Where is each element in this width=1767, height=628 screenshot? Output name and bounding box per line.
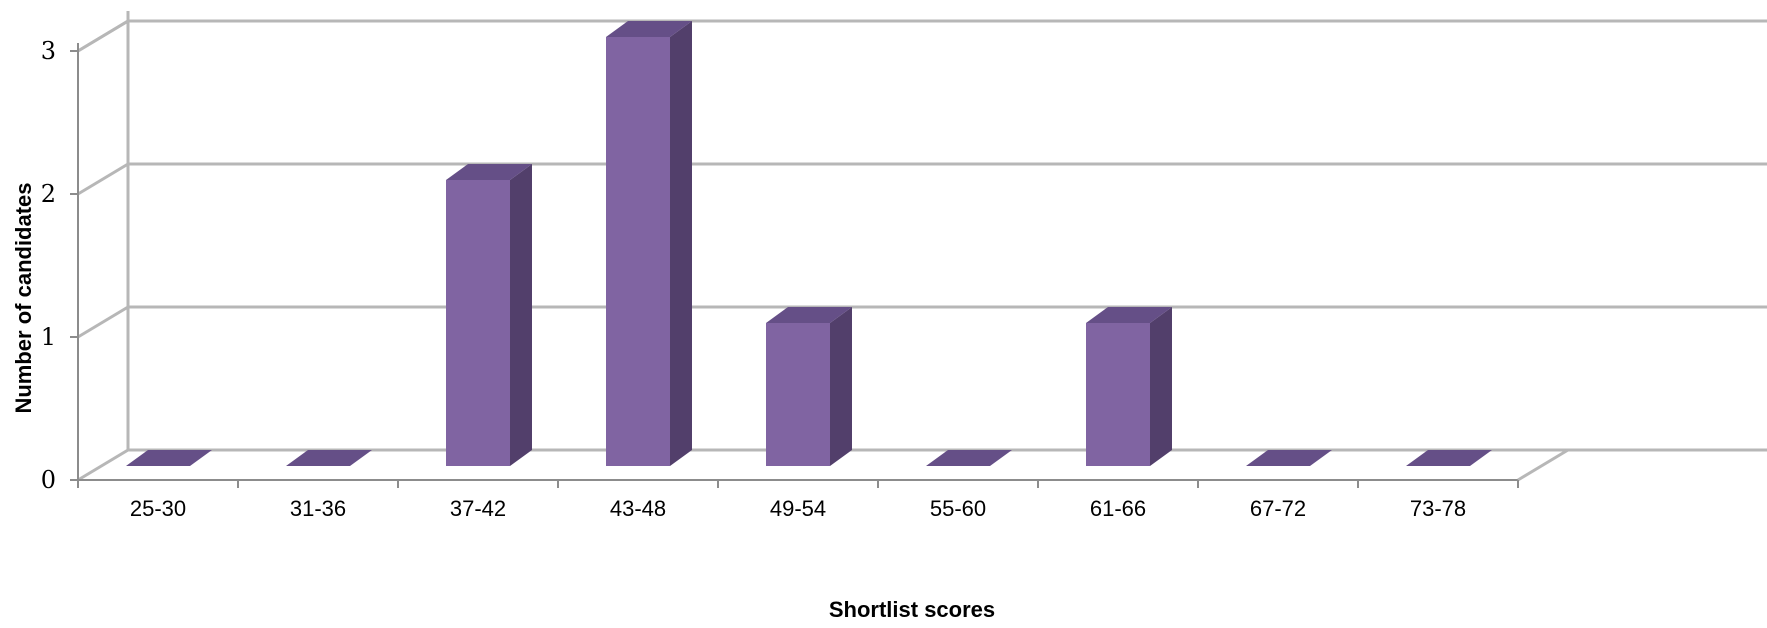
bar-top xyxy=(606,21,692,37)
bar-zero-cap xyxy=(126,450,212,466)
y-tick-labels: 0 1 2 3 xyxy=(41,37,56,494)
wall-top-diagonal xyxy=(77,19,129,53)
x-tick-labels: 25-30 31-36 37-42 43-48 49-54 55-60 61-66 67-72… xyxy=(130,496,1466,521)
gridline-diagonal xyxy=(77,448,129,482)
x-axis-title: Shortlist scores xyxy=(829,597,995,622)
gridline-diagonal xyxy=(77,305,129,339)
bars xyxy=(126,21,1492,466)
y-tick-label: 3 xyxy=(41,37,56,65)
y-tick-label: 0 xyxy=(41,466,56,494)
bar-zero-cap xyxy=(1246,450,1332,466)
x-tick-label: 37-42 xyxy=(450,496,506,521)
gridlines xyxy=(77,11,1767,482)
x-tick-label: 25-30 xyxy=(130,496,186,521)
x-tick-label: 49-54 xyxy=(770,496,826,521)
bar-top xyxy=(1086,307,1172,323)
bar-25-30 xyxy=(126,450,212,466)
gridline-diagonal xyxy=(77,162,129,196)
floor-right-edge xyxy=(1517,448,1569,482)
bar-side xyxy=(830,307,852,466)
x-tick-label: 67-72 xyxy=(1250,496,1306,521)
x-tick-label: 73-78 xyxy=(1410,496,1466,521)
bar-front xyxy=(606,37,670,466)
bar-49-54 xyxy=(766,307,852,466)
bar-61-66 xyxy=(1086,307,1172,466)
x-tick-label: 55-60 xyxy=(930,496,986,521)
bar-front xyxy=(446,180,510,466)
y-tick-label: 2 xyxy=(41,180,56,208)
bar-zero-cap xyxy=(926,450,1012,466)
bar-zero-cap xyxy=(286,450,372,466)
bar-73-78 xyxy=(1406,450,1492,466)
bar-55-60 xyxy=(926,450,1012,466)
bar-zero-cap xyxy=(1406,450,1492,466)
bar-top xyxy=(766,307,852,323)
x-tick-label: 43-48 xyxy=(610,496,666,521)
bar-43-48 xyxy=(606,21,692,466)
bar-side xyxy=(670,21,692,466)
bar-31-36 xyxy=(286,450,372,466)
bar-37-42 xyxy=(446,164,532,466)
x-tick-label: 61-66 xyxy=(1090,496,1146,521)
bar-front xyxy=(1086,323,1150,466)
bar-side xyxy=(510,164,532,466)
y-axis-title: Number of candidates xyxy=(11,182,36,413)
bar-side xyxy=(1150,307,1172,466)
axes xyxy=(70,43,1569,488)
x-tick-label: 31-36 xyxy=(290,496,346,521)
bar-front xyxy=(766,323,830,466)
bar-top xyxy=(446,164,532,180)
bar-67-72 xyxy=(1246,450,1332,466)
y-tick-label: 1 xyxy=(41,323,56,351)
